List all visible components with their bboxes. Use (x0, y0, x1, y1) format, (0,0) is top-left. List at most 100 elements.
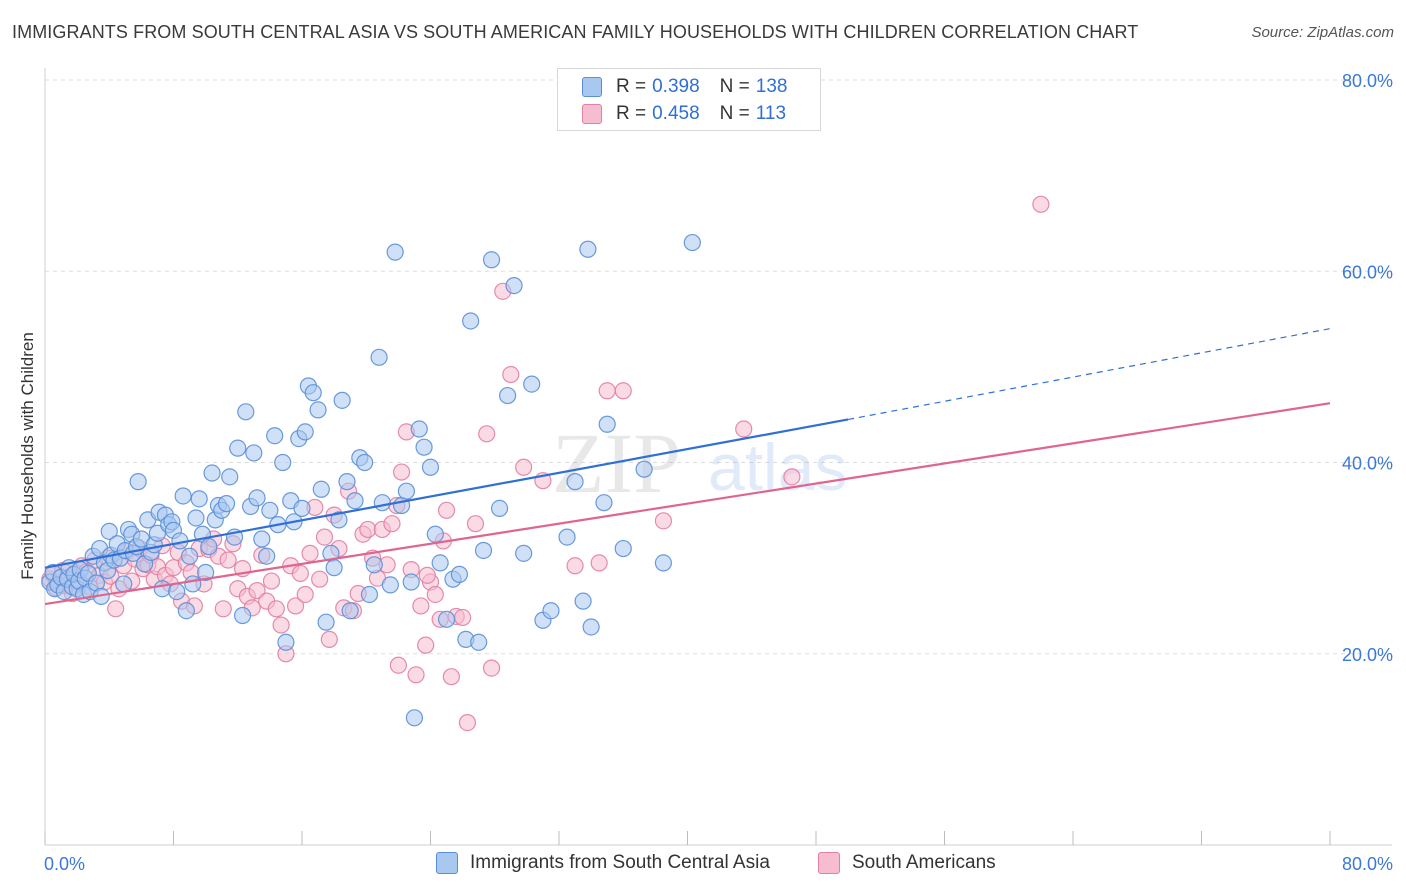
south-americans-point (614, 382, 632, 400)
legend-n-value: 138 (755, 76, 788, 97)
immigrants-point (153, 580, 171, 598)
south-americans-point (418, 566, 436, 584)
immigrants-point (421, 458, 440, 476)
immigrants-point (190, 490, 208, 508)
south-americans-point (566, 557, 584, 575)
immigrants-point (499, 386, 517, 405)
south-americans-point (454, 608, 472, 627)
legend-row-south-americans: R = 0.458 N = 113 (582, 101, 786, 127)
immigrants-point (410, 420, 428, 438)
south-americans-point (272, 616, 290, 634)
immigrants-point (566, 473, 584, 491)
immigrants-trend-line (44, 418, 849, 569)
legend-row-immigrants: R = 0.398 N = 138 (582, 74, 787, 100)
immigrants-point (635, 460, 653, 478)
legend-n-label: N = (719, 76, 750, 97)
immigrants-point (574, 592, 592, 610)
immigrants-point (431, 554, 449, 572)
south-americans-point (262, 572, 281, 590)
immigrants-point (582, 618, 600, 636)
immigrants-point (386, 243, 404, 261)
south-americans-point (267, 600, 285, 618)
immigrants-point (266, 427, 284, 445)
immigrants-point (346, 492, 364, 510)
legend-swatch-blue (582, 77, 602, 97)
immigrants-point (356, 453, 374, 472)
south-americans-point (1032, 195, 1050, 213)
immigrants-point (558, 528, 576, 546)
bottom-legend-immigrants: Immigrants from South Central Asia (436, 852, 770, 874)
south-americans-point (392, 463, 411, 481)
immigrants-point (515, 544, 533, 562)
immigrants-points (41, 233, 701, 727)
x-tick-label: 0.0% (44, 854, 85, 874)
immigrants-point (405, 709, 424, 727)
y-tick-label: 60.0% (1342, 262, 1393, 282)
immigrants-point (450, 565, 469, 583)
south-americans-point (301, 544, 319, 562)
immigrants-point (338, 473, 356, 491)
south-americans-point (482, 659, 501, 677)
immigrants-point (296, 423, 314, 441)
south-americans-point (735, 420, 753, 438)
immigrants-point (654, 554, 673, 572)
immigrants-point (341, 602, 359, 620)
immigrants-point (381, 576, 399, 594)
immigrants-point (229, 439, 247, 457)
south-americans-point (502, 365, 520, 384)
immigrants-point (579, 240, 597, 258)
immigrants-point (595, 494, 613, 512)
legend-r-value: 0.398 (652, 76, 700, 97)
immigrants-trend-extension (848, 328, 1331, 421)
immigrants-point (258, 547, 276, 565)
immigrants-point (253, 530, 271, 548)
tick-labels: 20.0% 40.0% 60.0% 80.0% 0.0% 80.0% (44, 71, 1393, 874)
immigrants-point (304, 384, 322, 402)
south-americans-point (315, 528, 334, 546)
south-americans-points (41, 195, 1050, 732)
immigrants-point (100, 522, 118, 540)
immigrants-point (683, 233, 701, 252)
immigrants-point (370, 348, 388, 366)
south-americans-point (437, 501, 456, 519)
south-americans-point (286, 597, 305, 615)
immigrants-point (245, 444, 263, 462)
immigrants-point (168, 582, 186, 601)
legend-r-label: R = (616, 76, 647, 97)
bottom-legend-swatch-blue (436, 852, 458, 874)
south-americans-point (458, 713, 477, 732)
immigrants-point (505, 276, 523, 295)
immigrants-point (309, 401, 327, 419)
immigrants-point (437, 610, 456, 628)
bottom-legend-south-americans: South Americans (818, 852, 996, 874)
immigrants-point (317, 613, 335, 631)
legend-n-value: 113 (755, 103, 787, 124)
immigrants-point (261, 501, 279, 519)
immigrants-point (277, 633, 295, 651)
correlation-legend: R = 0.398 N = 138 R = 0.458 N = 113 (557, 68, 821, 131)
immigrants-point (490, 499, 509, 517)
immigrants-point (474, 541, 493, 560)
south-americans-point (407, 666, 425, 684)
immigrants-point (614, 539, 632, 558)
immigrants-point (248, 489, 266, 507)
immigrants-point (333, 391, 351, 409)
immigrants-point (523, 375, 541, 393)
south-americans-point (442, 668, 460, 686)
immigrants-point (330, 511, 348, 529)
south-americans-point (389, 656, 407, 674)
immigrants-point (187, 509, 205, 527)
bottom-legend-label: South Americans (852, 852, 996, 873)
south-americans-point (248, 582, 266, 600)
immigrants-point (184, 575, 202, 593)
south-americans-point (320, 630, 338, 649)
immigrants-point (221, 468, 239, 486)
immigrants-point (177, 602, 195, 620)
south-americans-point (598, 382, 616, 400)
immigrants-point (470, 633, 488, 651)
watermark-atlas: atlas (708, 430, 847, 504)
source-credit: Source: ZipAtlas.com (1251, 24, 1394, 41)
immigrants-point (415, 438, 433, 456)
y-tick-label: 20.0% (1342, 645, 1393, 665)
